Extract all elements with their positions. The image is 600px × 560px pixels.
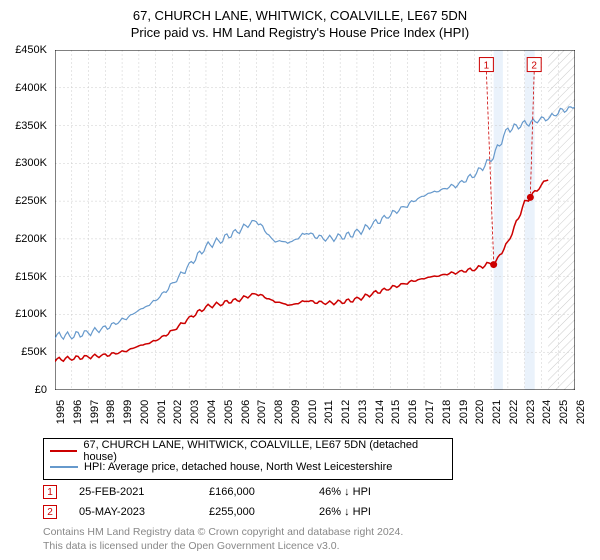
legend-item: HPI: Average price, detached house, Nort… [50,459,446,475]
svg-text:1: 1 [484,61,490,72]
data-date: 25-FEB-2021 [79,486,209,498]
x-tick-label: 2001 [156,400,168,424]
y-tick-label: £50K [21,346,47,358]
x-axis: 1995 1996 1997 1998 1999 2000 2001 2002 2003 2004… [55,392,575,432]
x-tick-label: 2013 [357,400,369,424]
x-tick-label: 2010 [307,400,319,424]
x-tick-label: 2019 [458,400,470,424]
x-tick-label: 1997 [89,400,101,424]
x-tick-label: 2020 [474,400,486,424]
x-tick-label: 2024 [541,400,553,424]
chart-svg: 12 [55,50,575,390]
data-price: £166,000 [209,486,319,498]
x-tick-label: 2023 [525,400,537,424]
legend: 67, CHURCH LANE, WHITWICK, COALVILLE, LE… [43,438,453,480]
data-row: 2 05-MAY-2023£255,00026% ↓ HPI [43,502,543,522]
data-row: 1 25-FEB-2021£166,00046% ↓ HPI [43,482,543,502]
title-block: 67, CHURCH LANE, WHITWICK, COALVILLE, LE… [0,0,600,40]
x-tick-label: 2012 [340,400,352,424]
data-date: 05-MAY-2023 [79,506,209,518]
y-tick-label: £100K [15,308,47,320]
x-tick-label: 1995 [55,400,67,424]
x-tick-label: 2008 [273,400,285,424]
footer-line1: Contains HM Land Registry data © Crown c… [43,526,403,540]
x-tick-label: 2002 [172,400,184,424]
title-address: 67, CHURCH LANE, WHITWICK, COALVILLE, LE… [0,8,600,23]
legend-label: 67, CHURCH LANE, WHITWICK, COALVILLE, LE… [83,439,446,463]
x-tick-label: 2021 [491,400,503,424]
y-axis: £0£50K£100K£150K£200K£250K£300K£350K£400… [0,50,52,390]
x-tick-label: 2017 [424,400,436,424]
data-table: 1 25-FEB-2021£166,00046% ↓ HPI 2 05-MAY-202… [43,482,543,522]
marker-badge: 2 [43,505,57,519]
y-tick-label: £450K [15,44,47,56]
x-tick-label: 2016 [407,400,419,424]
x-tick-label: 1996 [72,400,84,424]
y-tick-label: £250K [15,195,47,207]
legend-swatch [50,450,77,452]
x-tick-label: 2000 [139,400,151,424]
x-tick-label: 2005 [223,400,235,424]
x-tick-label: 2011 [323,400,335,424]
legend-item: 67, CHURCH LANE, WHITWICK, COALVILLE, LE… [50,443,446,459]
marker-badge: 1 [43,485,57,499]
chart-container: 67, CHURCH LANE, WHITWICK, COALVILLE, LE… [0,0,600,560]
x-tick-label: 2014 [374,400,386,424]
plot-area: 12 [55,50,575,390]
y-tick-label: £400K [15,82,47,94]
x-tick-label: 1999 [122,400,134,424]
data-price: £255,000 [209,506,319,518]
data-pct: 46% ↓ HPI [319,486,371,498]
x-tick-label: 2003 [189,400,201,424]
svg-text:2: 2 [531,61,537,72]
x-tick-label: 2007 [256,400,268,424]
title-subtitle: Price paid vs. HM Land Registry's House … [0,25,600,40]
x-tick-label: 2025 [558,400,570,424]
x-tick-label: 2015 [390,400,402,424]
footer-line2: This data is licensed under the Open Gov… [43,540,403,554]
x-tick-label: 2026 [575,400,587,424]
legend-label: HPI: Average price, detached house, Nort… [84,461,392,473]
y-tick-label: £300K [15,157,47,169]
footer-attribution: Contains HM Land Registry data © Crown c… [43,526,403,553]
y-tick-label: £350K [15,120,47,132]
y-tick-label: £0 [35,384,47,396]
legend-swatch [50,466,78,468]
data-pct: 26% ↓ HPI [319,506,371,518]
x-tick-label: 2004 [206,400,218,424]
y-tick-label: £200K [15,233,47,245]
x-tick-label: 2018 [441,400,453,424]
y-tick-label: £150K [15,271,47,283]
x-tick-label: 1998 [105,400,117,424]
x-tick-label: 2006 [240,400,252,424]
x-tick-label: 2009 [290,400,302,424]
x-tick-label: 2022 [508,400,520,424]
